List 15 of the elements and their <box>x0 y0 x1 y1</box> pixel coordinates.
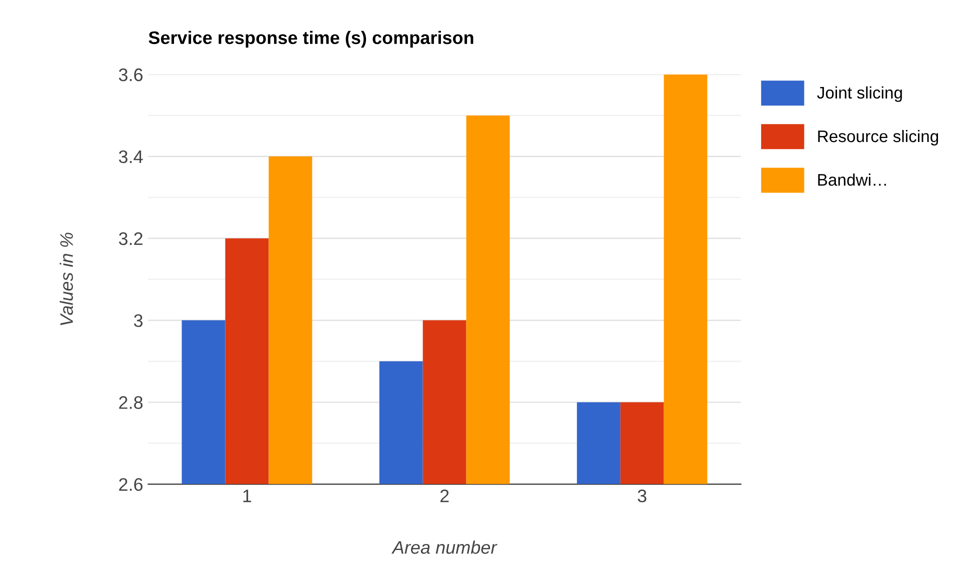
chart-title: Service response time (s) comparison <box>148 30 474 48</box>
y-axis-title: Values in % <box>60 232 73 326</box>
y-tick-label: 3.2 <box>118 232 142 246</box>
x-tick-label: 2 <box>440 490 449 502</box>
x-tick-label: 1 <box>243 490 252 502</box>
legend-label: Bandwi… <box>818 174 886 186</box>
y-tick-label: 3.4 <box>118 150 143 164</box>
x-axis-title: Area number <box>391 540 498 554</box>
y-tick-label: 2.6 <box>119 478 143 491</box>
legend-label: Joint slicing <box>817 86 902 102</box>
y-tick-label: 2.8 <box>119 396 143 409</box>
x-tick-label: 3 <box>638 490 646 502</box>
y-tick-label: 3.6 <box>118 68 143 82</box>
y-tick-label: 3 <box>134 314 143 328</box>
legend-label: Resource slicing <box>818 130 938 146</box>
